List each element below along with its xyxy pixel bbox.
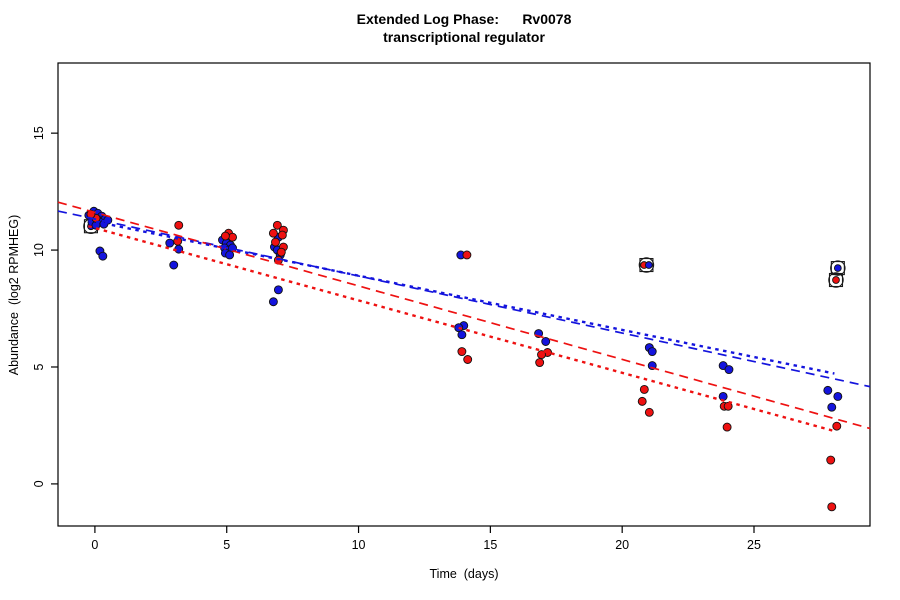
plot-border xyxy=(57,62,871,527)
data-point-blue xyxy=(225,250,235,260)
outlier-marker-circle xyxy=(830,260,846,276)
data-point-red xyxy=(174,220,184,230)
data-point-blue xyxy=(98,251,108,261)
data-point-blue xyxy=(823,385,833,395)
data-point-blue xyxy=(827,402,837,412)
outlier-marker-circle xyxy=(828,272,844,288)
data-point-red xyxy=(644,407,654,417)
data-point-blue xyxy=(541,337,551,346)
chart-title-line1: Extended Log Phase: Rv0078 xyxy=(356,11,572,27)
data-point-blue xyxy=(724,365,734,375)
x-tick-label: 25 xyxy=(747,538,761,552)
outlier-dot-blue xyxy=(833,264,842,272)
outlier-marker-square xyxy=(830,261,845,276)
outlier-marker-square xyxy=(828,272,844,288)
outlier-dot-red xyxy=(832,276,840,284)
data-point-red xyxy=(268,228,278,238)
y-tick-label: 5 xyxy=(32,363,46,370)
y-tick-label: 15 xyxy=(32,126,46,140)
data-point-red xyxy=(276,247,286,257)
data-point-blue xyxy=(169,260,179,270)
outlier-marker-square xyxy=(639,257,654,273)
y-tick-label: 0 xyxy=(32,480,46,487)
data-point-blue xyxy=(833,392,843,401)
data-point-blue xyxy=(268,297,278,307)
data-point-red xyxy=(832,421,842,431)
chart-title: Extended Log Phase: Rv0078 transcription… xyxy=(58,10,870,46)
data-point-red xyxy=(463,355,473,364)
trend-line-blue-dotted xyxy=(88,218,835,375)
data-point-red xyxy=(277,230,287,240)
data-point-red xyxy=(462,250,472,260)
trend-line-red-dotted xyxy=(88,225,835,433)
y-tick-label: 10 xyxy=(32,243,46,257)
x-tick-label: 0 xyxy=(91,538,98,552)
chart-title-line2: transcriptional regulator xyxy=(383,29,545,45)
data-point-red xyxy=(637,396,647,406)
data-point-red xyxy=(827,502,837,512)
x-tick-label: 10 xyxy=(352,538,366,552)
data-point-blue xyxy=(165,238,175,248)
data-point-red xyxy=(228,232,237,242)
data-point-red xyxy=(272,220,282,230)
data-point-blue xyxy=(647,347,657,357)
outlier-marker-circle xyxy=(638,257,655,273)
data-point-red xyxy=(826,455,836,465)
data-point-blue xyxy=(718,392,728,401)
y-axis-label: Abundance (log2 RPMHEG) xyxy=(7,214,21,376)
trend-line-red-dashed xyxy=(57,201,871,430)
data-point-red xyxy=(535,358,545,367)
x-axis-label: Time (days) xyxy=(429,567,499,581)
data-point-red xyxy=(271,237,280,247)
data-point-red xyxy=(457,347,467,357)
data-point-blue xyxy=(273,285,283,295)
x-tick-label: 15 xyxy=(483,538,497,552)
data-point-red xyxy=(722,422,732,432)
data-point-red xyxy=(723,401,733,411)
data-point-blue xyxy=(457,330,467,340)
data-point-red xyxy=(639,384,649,394)
x-tick-label: 20 xyxy=(615,538,629,552)
data-point-red xyxy=(220,231,230,241)
outlier-dot-blue xyxy=(644,261,653,269)
x-tick-label: 5 xyxy=(223,538,230,552)
